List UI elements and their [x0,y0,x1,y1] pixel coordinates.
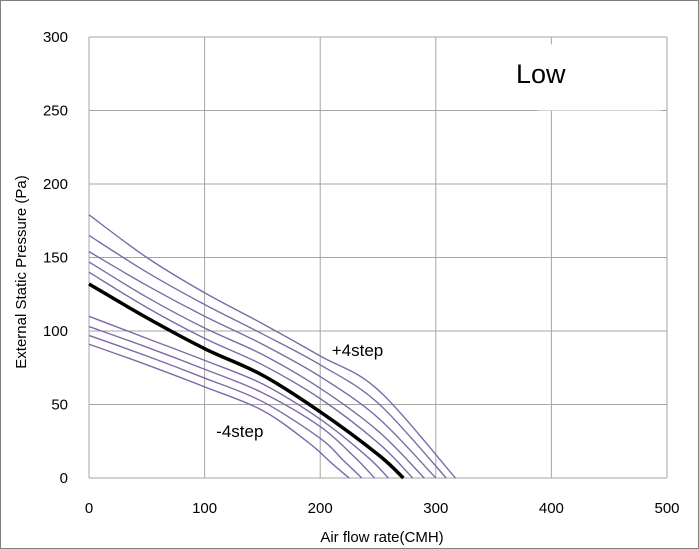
y-tick-label: 100 [43,323,68,340]
series-line-step-2 [88,261,425,479]
y-tick-label: 150 [43,250,68,267]
y-tick-label: 50 [51,397,68,414]
series-line-nominal [88,282,405,480]
y-tick-label: 300 [43,29,68,46]
series-line-step--1 [88,315,389,479]
tick-labels: 0 50 100 150 200 250 300 0 100 200 300 400 500 [43,29,680,517]
series-line-step-1 [88,271,414,479]
annotation-plus-4step: +4step [332,341,384,360]
y-tick-label: 250 [43,103,68,120]
series-line-step-4 [88,234,447,479]
series-lines [88,214,456,480]
series-line-step-5 [88,214,456,479]
series-line-step--2 [88,325,376,479]
series-line-step--3 [88,334,363,479]
badge-backdrop [537,44,662,111]
x-tick-label: 100 [192,500,217,517]
grid-lines [88,36,668,479]
series-line-step-3 [88,251,437,479]
x-tick-label: 300 [423,500,448,517]
annotation-minus-4step: -4step [216,422,263,441]
series-line-step--4 [88,343,350,479]
x-tick-label: 400 [539,500,564,517]
y-tick-label: 200 [43,176,68,193]
x-tick-label: 0 [85,500,93,517]
y-axis-title: External Static Pressure (Pa) [13,175,30,368]
x-axis-title: Air flow rate(CMH) [320,529,443,546]
y-tick-label: 0 [60,470,68,487]
x-tick-label: 200 [308,500,333,517]
x-tick-label: 500 [654,500,679,517]
mode-badge-label: Low [516,59,566,89]
